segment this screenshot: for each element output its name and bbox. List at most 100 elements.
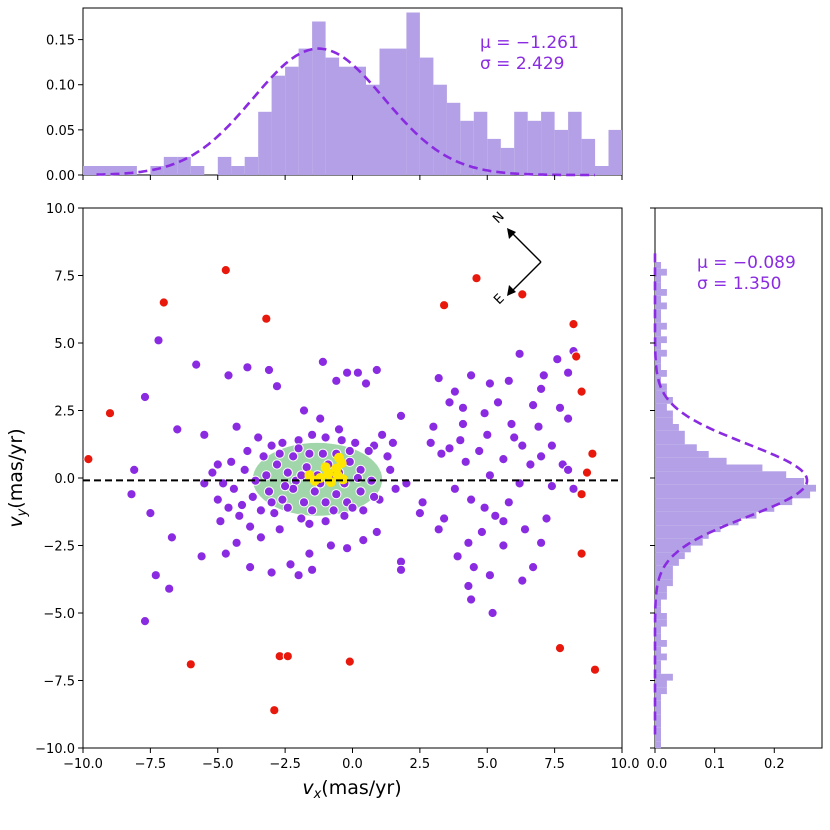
members-point xyxy=(476,526,487,538)
vy-histogram-bar xyxy=(655,289,667,296)
outliers-point xyxy=(589,664,601,675)
vx-histogram-bar xyxy=(419,57,434,175)
vy-histogram-bar xyxy=(655,356,661,364)
members-point xyxy=(484,378,495,389)
members-point xyxy=(242,362,253,373)
vy-histogram-bar xyxy=(655,424,679,431)
vy-histogram-bar xyxy=(655,525,721,533)
members-point xyxy=(255,505,266,516)
members-point xyxy=(304,448,315,459)
vx-histogram-bar xyxy=(446,102,461,175)
cluster-core-point xyxy=(325,477,336,488)
vy-histogram-bar xyxy=(655,626,661,634)
vy-histogram-bar xyxy=(655,592,667,600)
members-point xyxy=(333,424,345,435)
members-point xyxy=(377,429,388,440)
vy-histogram-bar xyxy=(655,444,697,452)
vy-histogram-bar xyxy=(655,646,661,654)
vx-sigma-label: σ = 2.429 xyxy=(480,54,565,74)
vx-y-tick-label: 0.05 xyxy=(46,124,75,139)
members-point xyxy=(263,364,275,376)
vx-gaussian-fit xyxy=(96,47,595,177)
outliers-point xyxy=(587,448,598,459)
vy-histogram-bar xyxy=(655,721,661,728)
members-point xyxy=(382,451,393,462)
members-point xyxy=(352,367,363,378)
vy-histogram-bar xyxy=(655,505,775,512)
vy-histogram-bar xyxy=(655,586,667,593)
members-point xyxy=(433,373,444,384)
members-point xyxy=(336,435,347,446)
compass-east-arrowhead xyxy=(507,285,516,296)
members-point xyxy=(145,507,156,519)
vx-histogram-bar xyxy=(406,12,420,175)
cluster-core-point xyxy=(320,462,331,473)
members-point xyxy=(425,437,436,448)
vx-histogram-bar xyxy=(190,166,205,175)
members-point xyxy=(466,370,477,381)
outliers-point xyxy=(220,265,231,276)
members-point xyxy=(371,526,382,538)
members-point xyxy=(317,356,328,367)
y-tick-label: 10.0 xyxy=(46,202,75,217)
vy-histogram-bar xyxy=(655,640,667,647)
cluster-core-point xyxy=(334,452,344,463)
members-point xyxy=(277,437,288,448)
members-point xyxy=(164,583,175,594)
vy-histogram-bar xyxy=(655,309,661,317)
members-point xyxy=(282,467,293,478)
vy-histogram-bar xyxy=(655,484,816,492)
vy-histogram-bar xyxy=(655,397,673,404)
vy-x-tick-label: 0.0 xyxy=(647,757,668,772)
vy-histogram-bar xyxy=(655,282,661,290)
members-point xyxy=(153,335,164,346)
vx-histogram-bar xyxy=(312,21,326,175)
scatter-x-ticks: −10.0 −7.5 −5.0 −2.5 0.0 2.5 5.0 7.5 10.0 xyxy=(63,748,639,772)
members-point xyxy=(568,483,579,494)
members-point xyxy=(498,516,509,527)
members-point xyxy=(514,348,525,359)
x-tick-label: 0.0 xyxy=(342,757,363,772)
members-point xyxy=(344,456,355,467)
outliers-point xyxy=(439,300,450,311)
members-point xyxy=(517,440,528,451)
members-point xyxy=(463,537,474,548)
outliers-point xyxy=(83,454,94,465)
vy-histogram-bar xyxy=(655,727,661,735)
y-tick-label: −7.5 xyxy=(43,675,75,690)
members-point xyxy=(307,505,318,516)
vx-histogram-bar xyxy=(473,111,488,175)
vy-gaussian-fit xyxy=(653,248,809,735)
members-point xyxy=(503,375,514,386)
members-point xyxy=(457,402,469,413)
members-point xyxy=(344,445,355,457)
members-point xyxy=(498,454,509,465)
members-point xyxy=(371,364,382,376)
members-point xyxy=(390,483,401,494)
members-point xyxy=(231,537,242,548)
members-point xyxy=(282,502,293,513)
vx-histogram-axes: 0.00 0.05 0.10 0.15 μ = −1.261 σ = 2.429 xyxy=(46,7,623,184)
members-point xyxy=(266,440,277,451)
vy-histogram-bar xyxy=(655,579,673,587)
members-point xyxy=(546,481,558,492)
members-point xyxy=(503,497,514,508)
vy-histogram-bar xyxy=(655,532,709,539)
members-point xyxy=(479,408,490,419)
vy-histogram-bar xyxy=(655,336,667,344)
vy-histogram-bar xyxy=(655,545,691,553)
vx-histogram-bar xyxy=(96,166,110,175)
outliers-point xyxy=(554,643,566,654)
vy-histogram-bar xyxy=(655,437,685,445)
members-point xyxy=(482,429,493,440)
members-point xyxy=(228,483,239,494)
members-point xyxy=(172,424,183,435)
members-point xyxy=(269,507,280,519)
members-point xyxy=(498,540,509,551)
vx-histogram-bar xyxy=(460,120,474,175)
members-point xyxy=(358,535,369,546)
members-point xyxy=(212,459,223,470)
x-tick-label: −10.0 xyxy=(63,757,103,772)
members-point xyxy=(525,459,536,470)
scatter-axes: −10.0 −7.5 −5.0 −2.5 0.0 2.5 5.0 7.5 10.0 −10.0 −… xyxy=(5,202,639,802)
